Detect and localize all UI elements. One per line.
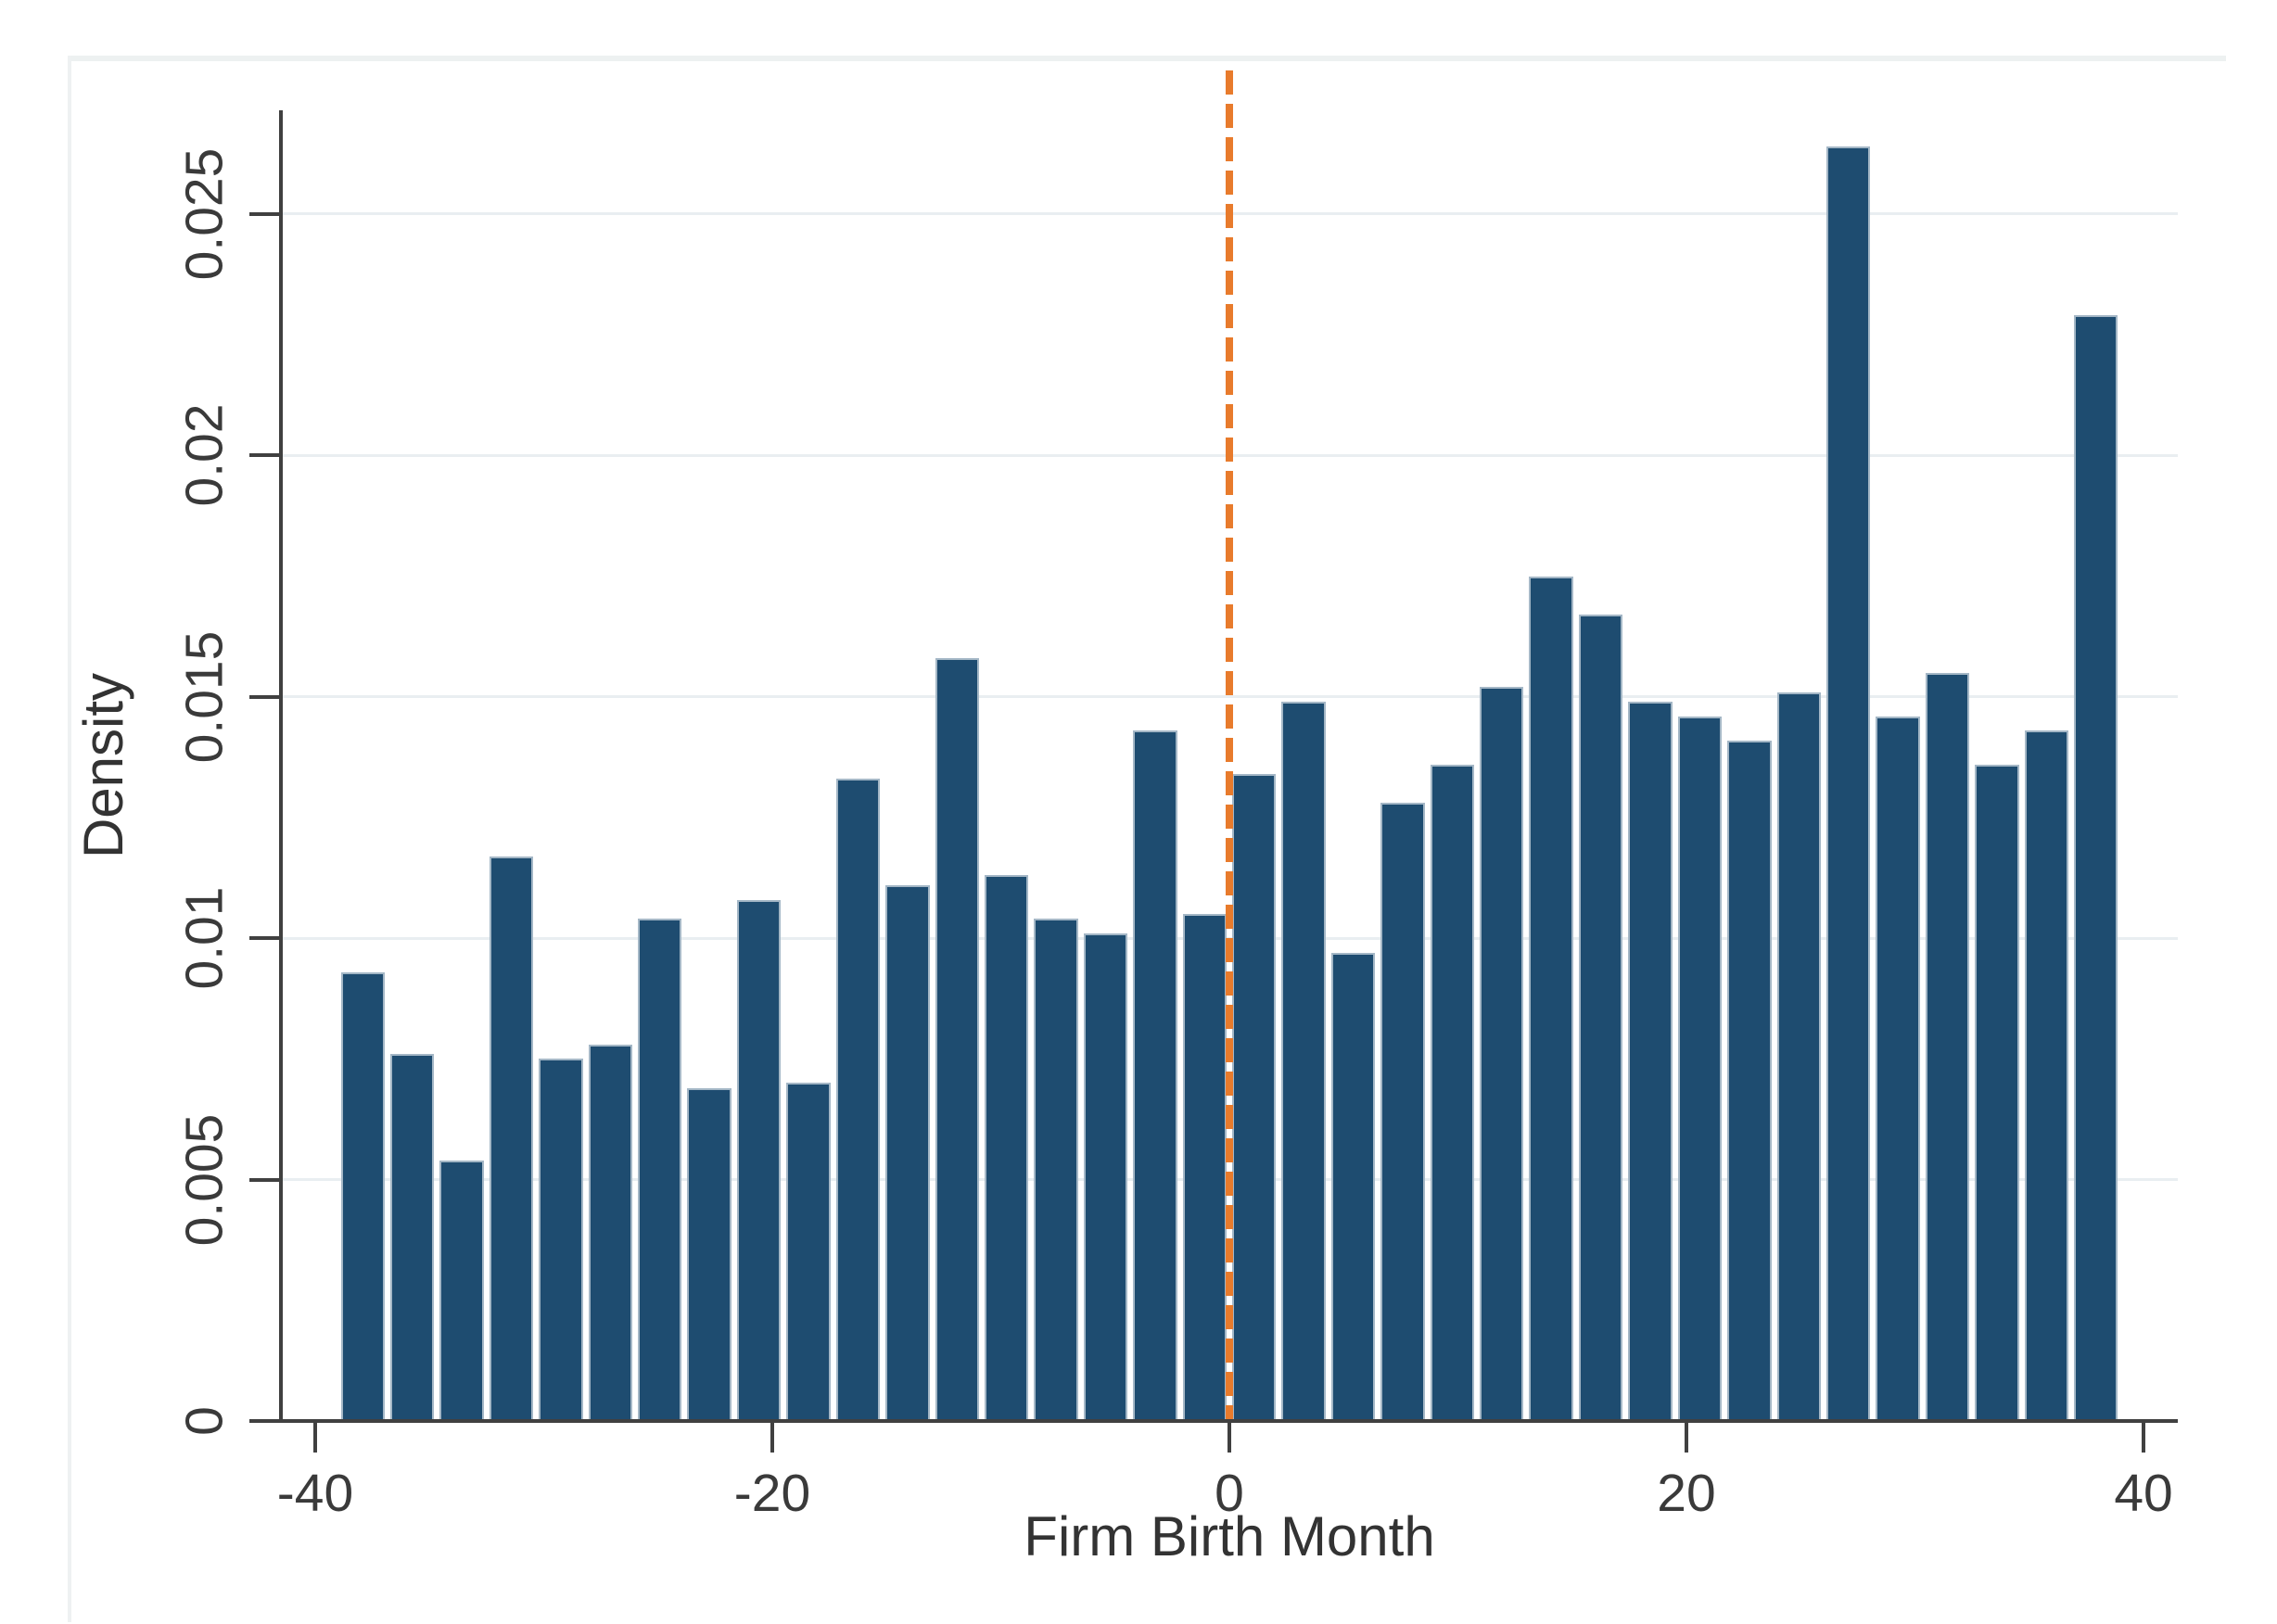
histogram-bar [1876, 716, 1920, 1421]
y-tick-label: 0.015 [174, 630, 235, 764]
histogram-bar [1281, 701, 1326, 1421]
histogram-bar [1776, 691, 1821, 1421]
x-tick-label: -40 [276, 1464, 354, 1523]
histogram-bar [2073, 315, 2118, 1421]
y-tick [249, 211, 279, 216]
histogram-bar [1380, 803, 1425, 1421]
histogram-bar [1925, 672, 1970, 1421]
y-tick-label: 0.01 [174, 886, 235, 990]
y-tick [249, 694, 279, 699]
x-tick [2142, 1423, 2146, 1453]
histogram-bar [1430, 764, 1475, 1421]
y-tick-label: 0.025 [174, 147, 235, 281]
x-tick-label: 0 [1215, 1464, 1244, 1523]
histogram-bar [1182, 914, 1227, 1421]
y-axis-line [279, 110, 283, 1423]
y-axis-title: Density [72, 672, 134, 859]
histogram-bar [786, 1083, 831, 1421]
histogram-bar [1578, 615, 1623, 1421]
histogram-bar [1975, 764, 2019, 1421]
y-tick [249, 1177, 279, 1182]
histogram-bar [1825, 146, 1871, 1421]
y-tick [249, 936, 279, 941]
histogram-bar [1480, 687, 1524, 1421]
x-axis-title: Firm Birth Month [1024, 1505, 1435, 1567]
histogram-bar [984, 875, 1029, 1421]
reference-vline [1226, 70, 1233, 1419]
histogram-bar [1330, 952, 1376, 1421]
x-tick-label: 40 [2114, 1464, 2173, 1523]
histogram-bar [588, 1044, 633, 1421]
graph-region-border-left [68, 56, 71, 1622]
histogram-bar [736, 899, 782, 1421]
histogram-bar [489, 856, 534, 1421]
histogram-bar [687, 1087, 731, 1421]
y-tick-label: 0 [174, 1406, 235, 1436]
histogram-bar [1232, 774, 1277, 1421]
y-tick [249, 1419, 279, 1423]
x-tick [770, 1423, 774, 1453]
y-tick [249, 453, 279, 458]
histogram-bar [539, 1059, 583, 1421]
x-tick [1685, 1423, 1688, 1453]
y-tick-label: 0.005 [174, 1113, 235, 1246]
x-tick-label: -20 [733, 1464, 811, 1523]
histogram-bar [390, 1054, 435, 1421]
histogram-bar [2024, 730, 2068, 1421]
histogram-bar [935, 658, 979, 1421]
histogram-bar [439, 1160, 484, 1421]
x-tick-label: 20 [1657, 1464, 1716, 1523]
graph-region-border-top [70, 56, 2226, 61]
x-tick [1228, 1423, 1231, 1453]
histogram-bar [340, 971, 386, 1421]
histogram-bar [638, 919, 682, 1421]
histogram-bar [1529, 576, 1573, 1421]
y-tick-label: 0.02 [174, 403, 235, 507]
x-tick [312, 1423, 317, 1453]
histogram-bar [1133, 730, 1177, 1421]
histogram-bar [1628, 701, 1673, 1421]
histogram-bar [1677, 716, 1723, 1421]
histogram-bar [1727, 740, 1772, 1421]
histogram-bar [885, 884, 930, 1421]
histogram-bar [1034, 919, 1078, 1421]
histogram-bar [835, 779, 881, 1421]
x-axis-line [279, 1419, 2178, 1423]
histogram-bar [1083, 933, 1128, 1421]
